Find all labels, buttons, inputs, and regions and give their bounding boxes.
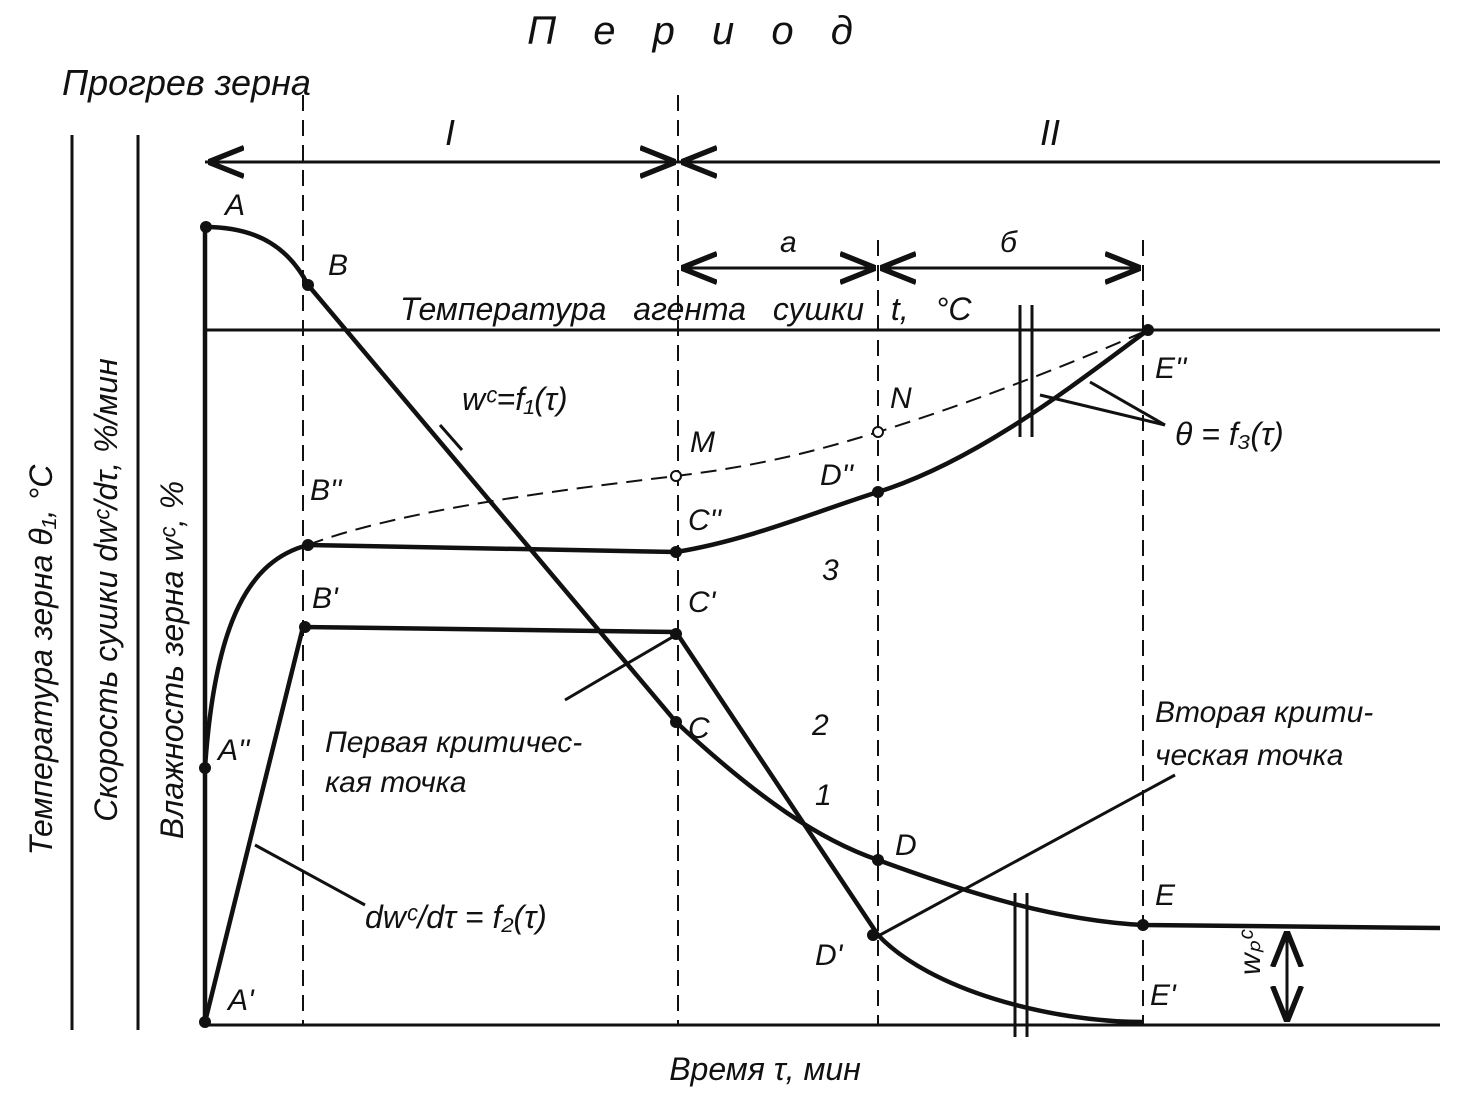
agent-temperature: Температура агента сушки t, °C	[400, 291, 972, 327]
y-axis-label: Температура зерна θ₁, °C	[23, 464, 59, 856]
equilibrium-label: wₚᶜ	[1234, 928, 1267, 975]
frame-lines	[70, 95, 1440, 1030]
point-label: B'	[312, 582, 339, 615]
curve-number: 1	[815, 779, 832, 812]
period-label: I	[445, 112, 455, 153]
period-label: II	[1040, 112, 1060, 153]
critical-note: кая точка	[325, 766, 467, 799]
critical-note: Вторая крити-	[1155, 696, 1373, 729]
heating-label: Прогрев зерна	[62, 62, 311, 103]
curve-label: dwᶜ/dτ = f₂(τ)	[365, 899, 547, 935]
critical-note: ческая точка	[1155, 739, 1343, 772]
point-label: C	[688, 712, 710, 745]
point-label: N	[890, 382, 912, 415]
curve-label: wᶜ=f₁(τ)	[462, 381, 567, 417]
curve-number: 2	[811, 709, 829, 742]
curve-number: 3	[822, 554, 839, 587]
point-label: C'	[688, 586, 717, 619]
point-label: B''	[310, 474, 343, 507]
subperiod-label: б	[1000, 226, 1018, 259]
point-label: C''	[688, 504, 722, 537]
labels: П е р и о д Прогрев зерна I II а б Темпе…	[23, 9, 1373, 1087]
point-label: E'	[1150, 979, 1177, 1012]
point-label: E	[1155, 879, 1176, 912]
y-axis-label: Влажность зерна wᶜ, %	[154, 481, 190, 839]
point-label: A''	[216, 734, 251, 767]
period-title: П е р и о д	[527, 9, 853, 53]
subperiod-label: а	[780, 226, 797, 259]
x-axis-label: Время τ, мин	[669, 1051, 861, 1087]
point-label: E''	[1155, 352, 1188, 385]
point-label: D''	[820, 459, 854, 492]
point-label: B	[328, 249, 348, 282]
curve-label: θ = f₃(τ)	[1175, 416, 1284, 452]
critical-note: Первая критичес-	[325, 726, 582, 759]
point-label: A'	[226, 984, 255, 1017]
point-label: D	[895, 829, 917, 862]
y-axis-label: Скорость сушки dwᶜ/dτ, %/мин	[88, 358, 124, 821]
point-label: D'	[815, 939, 844, 972]
points	[199, 221, 1154, 1028]
point-label: M	[690, 426, 715, 459]
point-label: A	[223, 189, 245, 222]
